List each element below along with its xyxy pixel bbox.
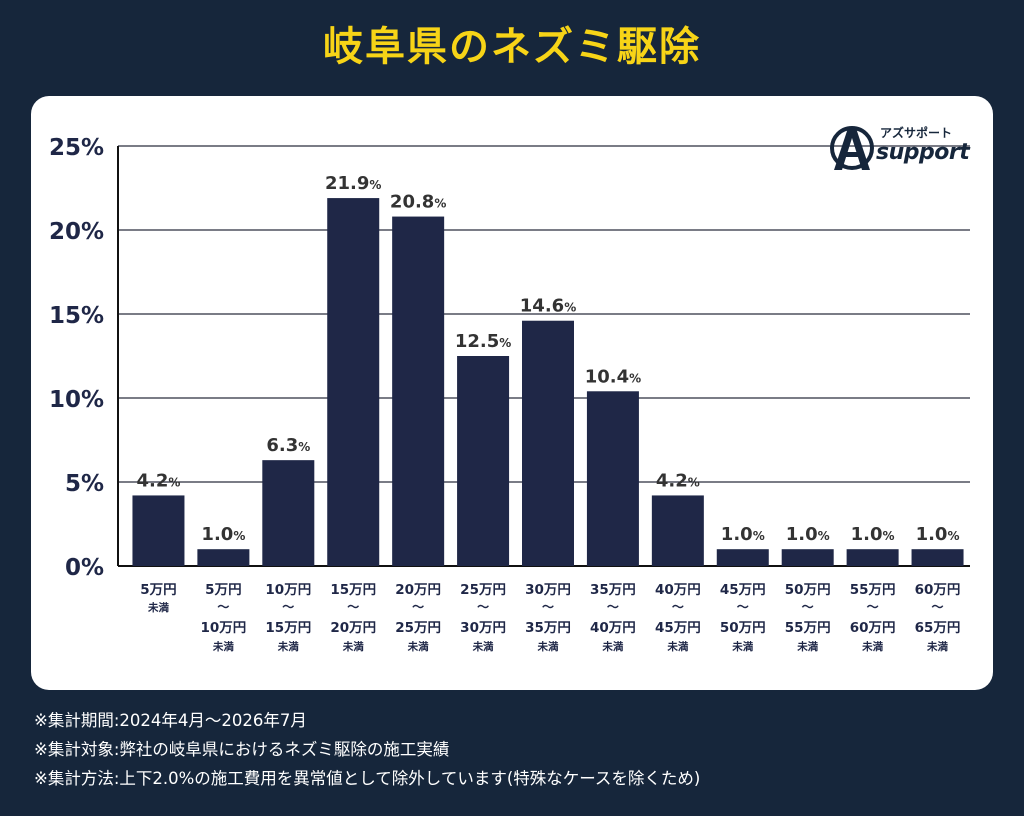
x-tick-label: 35万円 — [525, 620, 571, 636]
x-tick-label: 未満 — [926, 640, 948, 653]
bar — [327, 198, 380, 566]
note-method: ※集計方法:上下2.0%の施工費用を異常値として除外しています(特殊なケースを除… — [34, 769, 701, 788]
x-tick-label: 30万円 — [460, 620, 506, 636]
data-label: 1.0% — [786, 524, 830, 545]
x-tick-label: 45万円 — [655, 620, 701, 636]
x-tick-label: 50万円 — [720, 620, 766, 636]
company-logo: アズサポート support — [826, 120, 976, 176]
data-label: 10.4% — [585, 366, 641, 387]
x-tick-label: 未満 — [666, 640, 688, 653]
x-tick-label: 〜 — [347, 600, 359, 614]
x-tick-label: 〜 — [607, 600, 619, 614]
data-label: 12.5% — [455, 331, 511, 352]
data-label: 1.0% — [201, 524, 245, 545]
x-tick-label: 〜 — [737, 600, 749, 614]
x-tick-label: 〜 — [672, 600, 684, 614]
x-tick-label: 20万円 — [330, 620, 376, 636]
bar — [911, 549, 964, 566]
y-tick-label: 15% — [49, 303, 104, 329]
x-tick-label: 45万円 — [720, 582, 766, 598]
x-tick-label: 10万円 — [265, 582, 311, 598]
data-label: 1.0% — [851, 524, 895, 545]
note-period: ※集計期間:2024年4月〜2026年7月 — [34, 711, 307, 730]
chart-card — [31, 96, 993, 690]
x-tick-label: 未満 — [796, 640, 818, 653]
x-tick-label: 未満 — [861, 640, 883, 653]
logo-kana: アズサポート — [880, 126, 953, 140]
x-tick-label: 〜 — [412, 600, 424, 614]
y-tick-label: 10% — [49, 387, 104, 413]
x-tick-label: 未満 — [472, 640, 494, 653]
x-tick-label: 〜 — [477, 600, 489, 614]
data-label: 4.2% — [656, 470, 700, 491]
data-label: 1.0% — [721, 524, 765, 545]
logo-word: support — [876, 140, 970, 165]
x-tick-label: 35万円 — [590, 582, 636, 598]
footnotes: ※集計期間:2024年4月〜2026年7月 ※集計対象:弊社の岐阜県におけるネズ… — [34, 706, 700, 793]
bar — [197, 549, 250, 566]
bar — [846, 549, 899, 566]
x-tick-label: 40万円 — [655, 582, 701, 598]
logo-mark-icon — [830, 126, 874, 170]
x-tick-label: 60万円 — [850, 620, 896, 636]
x-tick-label: 15万円 — [330, 582, 376, 598]
y-tick-label: 25% — [49, 135, 104, 161]
x-tick-label: 60万円 — [915, 582, 961, 598]
bar — [651, 495, 704, 566]
x-tick-label: 〜 — [542, 600, 554, 614]
y-tick-label: 20% — [49, 219, 104, 245]
bar — [132, 495, 185, 566]
x-tick-label: 55万円 — [785, 620, 831, 636]
x-tick-label: 5万円 — [205, 582, 241, 598]
x-tick-label: 15万円 — [265, 620, 311, 636]
bar — [522, 320, 574, 566]
x-tick-label: 〜 — [932, 600, 944, 614]
x-tick-label: 5万円 — [140, 582, 176, 598]
x-tick-label: 〜 — [282, 600, 294, 614]
data-label: 21.9% — [325, 173, 381, 194]
x-tick-label: 10万円 — [200, 620, 246, 636]
x-tick-label: 30万円 — [525, 582, 571, 598]
data-label: 6.3% — [266, 435, 310, 456]
x-tick-label: 未満 — [342, 640, 364, 653]
x-tick-label: 25万円 — [460, 582, 506, 598]
x-tick-label: 〜 — [802, 600, 814, 614]
page-title: 岐阜県のネズミ駆除 — [323, 24, 701, 70]
data-label: 20.8% — [390, 192, 446, 213]
x-tick-label: 未満 — [731, 640, 753, 653]
bar — [781, 549, 834, 566]
y-tick-label: 5% — [65, 471, 104, 497]
x-tick-label: 未満 — [407, 640, 429, 653]
bar — [392, 216, 445, 566]
bar — [716, 549, 769, 566]
data-label: 1.0% — [916, 524, 960, 545]
data-label: 4.2% — [137, 470, 181, 491]
x-tick-label: 50万円 — [785, 582, 831, 598]
x-tick-label: 40万円 — [590, 620, 636, 636]
note-target: ※集計対象:弊社の岐阜県におけるネズミ駆除の施工実績 — [34, 740, 450, 759]
x-tick-label: 20万円 — [395, 582, 441, 598]
x-tick-label: 65万円 — [915, 620, 961, 636]
x-tick-label: 〜 — [867, 600, 879, 614]
bar — [457, 356, 510, 566]
x-tick-label: 未満 — [537, 640, 559, 653]
bar — [586, 391, 639, 566]
x-tick-label: 〜 — [217, 600, 229, 614]
x-tick-label: 未満 — [277, 640, 299, 653]
bar — [262, 460, 315, 566]
y-tick-label: 0% — [65, 555, 104, 581]
x-tick-label: 未満 — [601, 640, 623, 653]
data-label: 14.6% — [520, 296, 576, 317]
x-tick-label: 55万円 — [850, 582, 896, 598]
x-tick-label: 未満 — [212, 640, 234, 653]
x-tick-label: 25万円 — [395, 620, 441, 636]
x-tick-label: 未満 — [147, 601, 169, 614]
